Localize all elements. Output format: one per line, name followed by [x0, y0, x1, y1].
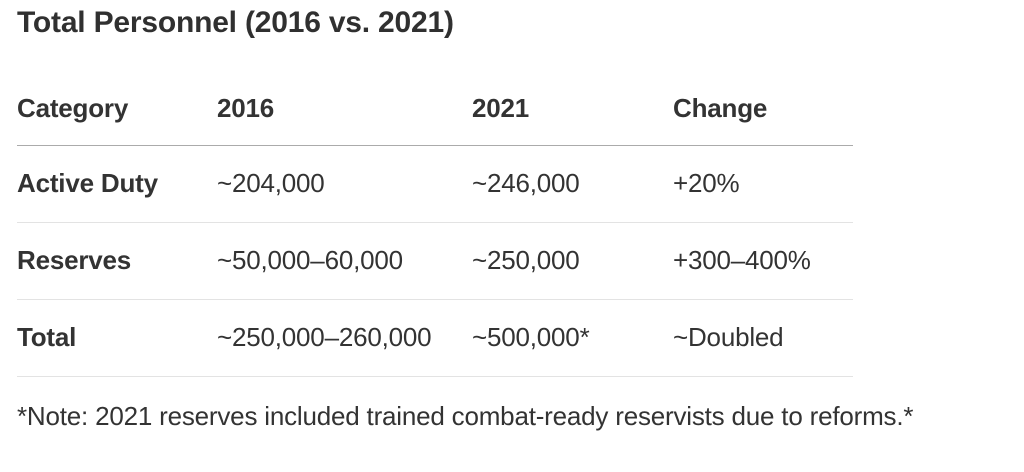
cell-active-duty-2021: ~246,000: [472, 145, 673, 223]
row-label-active-duty: Active Duty: [17, 145, 217, 223]
cell-reserves-change: +300–400%: [673, 222, 853, 300]
cell-active-duty-change: +20%: [673, 145, 853, 223]
footnote: *Note: 2021 reserves included trained co…: [17, 400, 914, 431]
table-header-row: Category 2016 2021 Change: [17, 73, 853, 146]
table-row-active-duty: Active Duty ~204,000 ~246,000 +20%: [17, 145, 853, 223]
table-row-total: Total ~250,000–260,000 ~500,000* ~Double…: [17, 299, 853, 377]
cell-total-2016: ~250,000–260,000: [217, 299, 472, 377]
row-label-reserves: Reserves: [17, 222, 217, 300]
page-title: Total Personnel (2016 vs. 2021): [17, 6, 454, 39]
content-area: Total Personnel (2016 vs. 2021) Category…: [17, 6, 914, 431]
column-header-2021: 2021: [472, 73, 673, 146]
column-header-2016: 2016: [217, 73, 472, 146]
table-row-reserves: Reserves ~50,000–60,000 ~250,000 +300–40…: [17, 222, 853, 300]
cell-total-2021: ~500,000*: [472, 299, 673, 377]
personnel-table: Category 2016 2021 Change Active Duty ~2…: [17, 73, 853, 377]
cell-total-change: ~Doubled: [673, 299, 853, 377]
row-label-total: Total: [17, 299, 217, 377]
cell-reserves-2021: ~250,000: [472, 222, 673, 300]
cell-reserves-2016: ~50,000–60,000: [217, 222, 472, 300]
cell-active-duty-2016: ~204,000: [217, 145, 472, 223]
column-header-category: Category: [17, 73, 217, 146]
column-header-change: Change: [673, 73, 853, 146]
